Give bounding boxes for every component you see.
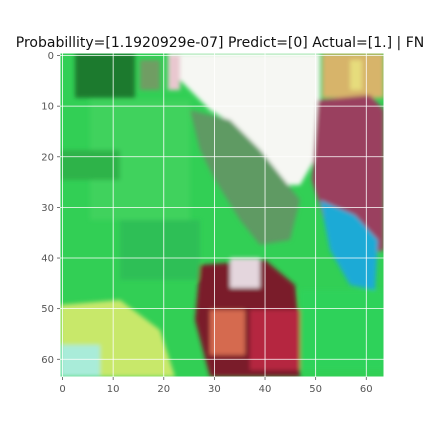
chart-title: Probabillity=[1.1920929e-07] Predict=[0]… [16,35,424,51]
red-patch [250,310,300,370]
y-tick-label: 60 [41,355,54,366]
x-axis-ticks: 0 10 20 30 40 50 60 [59,377,373,395]
axes-frame [59,52,385,378]
y-tick-label: 30 [41,203,54,214]
image-pixels [60,53,384,377]
y-tick-label: 50 [41,304,54,315]
figure-blue-region [320,200,378,290]
foliage-right [300,290,384,370]
highlight-patch [230,258,260,288]
foliage-lower [120,220,200,280]
y-tick-label: 0 [48,51,54,62]
sky-region [168,53,320,185]
x-tick-label: 60 [360,384,373,395]
y-axis-ticks: 0 10 20 30 40 50 60 [41,51,60,366]
foliage-band [60,150,120,180]
pale-cyan-patch [60,345,100,377]
dark-foliage-top [75,53,135,98]
x-tick-label: 40 [259,384,272,395]
x-tick-label: 0 [59,384,65,395]
light-tan-stripe [350,60,362,90]
y-tick-label: 20 [41,152,54,163]
x-tick-label: 50 [309,384,322,395]
orange-patch [210,310,245,355]
x-tick-label: 30 [208,384,221,395]
image-area [59,52,385,378]
grid-lines [60,53,384,377]
y-tick-label: 10 [41,102,54,113]
x-tick-label: 20 [157,384,170,395]
y-tick-label: 40 [41,254,54,265]
x-tick-label: 10 [107,384,120,395]
foliage-edge [190,110,300,245]
grey-foliage-patch [140,60,160,90]
pink-patch [168,55,180,90]
